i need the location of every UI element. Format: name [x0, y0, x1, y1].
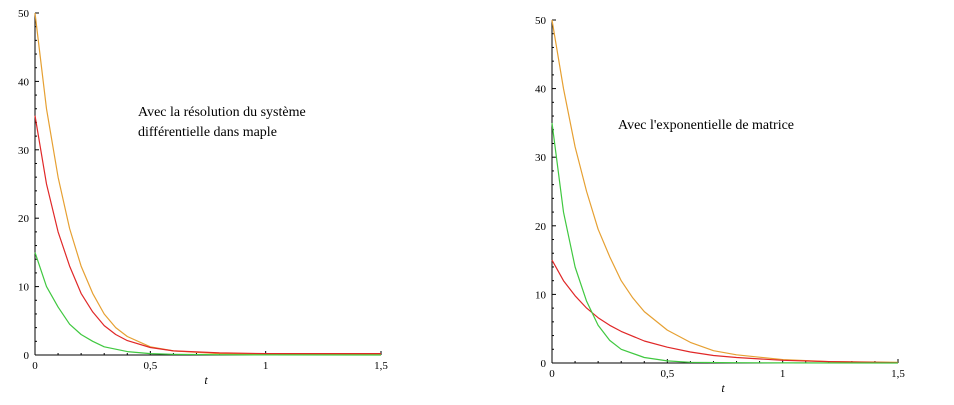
- x-tick-label: 0: [549, 368, 555, 380]
- x-tick-label: 1,5: [374, 360, 388, 372]
- y-tick-label: 0: [541, 358, 547, 370]
- series-line-2: [551, 259, 899, 364]
- y-tick-label: 30: [18, 145, 30, 157]
- x-tick-label: 1: [780, 368, 786, 380]
- annotation-line-1: Avec la résolution du système: [138, 105, 306, 120]
- x-tick-label: 0: [32, 360, 38, 372]
- y-tick-label: 50: [18, 8, 30, 20]
- x-tick-label: 1,5: [891, 368, 905, 380]
- series-line-2: [34, 115, 381, 355]
- chart-1: 0 10 20 30 40 50 0 0,5 1 1,5 t Avec la résolution d…: [18, 8, 388, 387]
- x-axis-label: t: [204, 373, 208, 387]
- y-tick-label: 10: [535, 289, 547, 301]
- y-tick-label: 50: [535, 15, 547, 27]
- chart-2: 0 10 20 30 40 50 0 0,5 1 1,5 t Avec l'exponentielle…: [535, 15, 905, 395]
- annotation-line-2: différentielle dans maple: [138, 125, 277, 140]
- series-line-1: [34, 12, 381, 355]
- y-tick-label: 0: [24, 350, 30, 362]
- x-tick-label: 0,5: [660, 368, 674, 380]
- y-tick-label: 20: [535, 221, 547, 233]
- x-tick-label: 0,5: [143, 360, 157, 372]
- y-tick-label: 40: [535, 84, 547, 96]
- x-tick-label: 1: [263, 360, 269, 372]
- series-line-3: [551, 122, 899, 364]
- series-line-1: [551, 19, 899, 363]
- y-tick-label: 40: [18, 76, 30, 88]
- x-axis-label: t: [721, 381, 725, 395]
- series-line-3: [34, 252, 382, 356]
- y-tick-label: 10: [18, 282, 30, 294]
- y-tick-label: 20: [18, 213, 30, 225]
- annotation-line-1: Avec l'exponentielle de matrice: [618, 118, 794, 133]
- y-tick-label: 30: [535, 152, 547, 164]
